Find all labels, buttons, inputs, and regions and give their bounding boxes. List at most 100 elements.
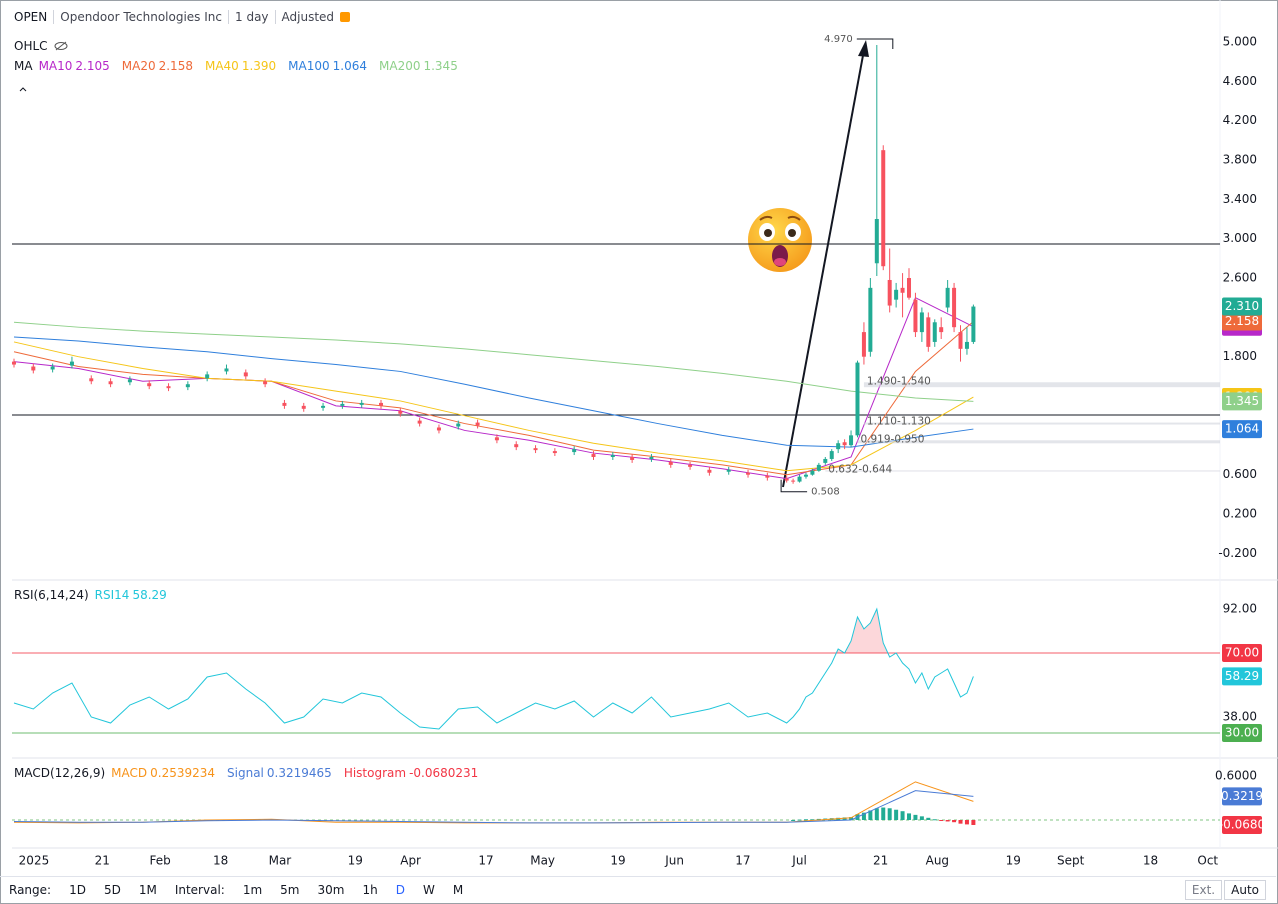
candle-body (321, 405, 326, 408)
high-marker (856, 38, 894, 49)
symbol: OPEN (14, 10, 48, 24)
candle-body (823, 458, 828, 463)
range-button[interactable]: 1D (69, 883, 86, 897)
candle-body (926, 317, 931, 347)
symbol-header: OPEN Opendoor Technologies Inc 1 day Adj… (14, 10, 351, 24)
interval: 1 day (228, 10, 269, 24)
eye-icon[interactable] (54, 41, 68, 51)
y-tick-label: 1.800 (1223, 349, 1257, 363)
macd-legend-value: 0.3219465 (266, 766, 332, 780)
rsi-level-box-label: 30.00 (1225, 726, 1259, 740)
candle-body (861, 332, 866, 357)
range-button[interactable]: 1M (138, 883, 157, 897)
candle-body (765, 475, 770, 478)
histogram-bar (881, 807, 886, 820)
ma-legend-value: 2.158 (158, 59, 193, 73)
candle-body (89, 378, 94, 382)
candle-body (205, 374, 210, 379)
x-tick-label: Jul (791, 854, 806, 868)
interval-button[interactable]: 1m (242, 883, 263, 897)
collapse-icon[interactable] (19, 87, 27, 92)
y-tick-label: 4.600 (1223, 74, 1257, 88)
candle-body (791, 480, 796, 482)
toolbar: Range: 1D 5D 1M Interval: 1m 5m 30m 1h D W M Ext. Aut… (0, 876, 1276, 903)
candle-body (243, 372, 248, 377)
candle-body (874, 219, 879, 264)
interval-button[interactable]: 30m (317, 883, 345, 897)
histogram-bar (791, 820, 796, 821)
ma-value-box-label: 2.158 (1225, 314, 1259, 328)
interval-button[interactable]: D (395, 883, 405, 897)
candle-body (630, 456, 635, 460)
candle-body (868, 287, 873, 352)
histogram-bar (810, 819, 815, 821)
x-tick-label: Apr (400, 854, 421, 868)
x-tick-label: 18 (213, 854, 228, 868)
gap-label: 0.632-0.644 (828, 463, 892, 475)
gap-label: 0.919-0.950 (860, 433, 924, 445)
y-tick-label: 5.000 (1223, 35, 1257, 49)
histogram-bar (894, 809, 899, 820)
candle-body (784, 478, 789, 481)
gap-band (863, 422, 1220, 425)
interval-label: Interval: (174, 883, 225, 897)
x-tick-label: 19 (348, 854, 363, 868)
toggle-button[interactable]: Ext. (1184, 880, 1223, 900)
interval-button[interactable]: 1h (362, 883, 378, 897)
ma-legend-value: 2.105 (75, 59, 110, 73)
candle-body (952, 287, 957, 328)
macd-legend: MACD(12,26,9) MACD 0.2539234 Signal 0.32194… (14, 766, 478, 780)
candle-body (810, 470, 815, 475)
candle-body (688, 464, 693, 467)
candle-body (887, 279, 892, 306)
candle-body (263, 381, 268, 385)
histogram-bar (816, 818, 821, 820)
ma-legend-name: MA20 (121, 59, 156, 73)
candle-body (359, 402, 364, 405)
candle-body (894, 289, 899, 300)
histogram-legend-value: -0.0680231 (409, 766, 479, 780)
ma-legend-value: 1.390 (241, 59, 277, 73)
rsi-line (13, 607, 974, 730)
macd-title: MACD(12,26,9) (14, 766, 106, 780)
ma-line (13, 321, 974, 402)
interval-button[interactable]: M (452, 883, 464, 897)
histogram-bar (907, 813, 912, 820)
toggle-button[interactable]: Auto (1224, 880, 1266, 900)
candle-body (958, 332, 963, 349)
candle-body (108, 381, 113, 385)
x-tick-label: 19 (610, 854, 625, 868)
settings-icon[interactable] (340, 12, 351, 22)
histogram-bar (849, 817, 854, 820)
x-tick-label: 2025 (19, 854, 50, 868)
candle-body (50, 366, 55, 370)
y-tick-label: -0.200 (1218, 546, 1257, 560)
histogram-bar (868, 810, 873, 820)
range-button[interactable]: 5D (103, 883, 121, 897)
candle-body (932, 322, 937, 342)
histogram-bar (971, 820, 976, 825)
x-tick-label: Feb (150, 854, 171, 868)
company-name: Opendoor Technologies Inc (53, 10, 222, 24)
histogram-legend-name: Histogram (343, 766, 407, 780)
candle-body (591, 454, 596, 457)
histogram-bar (952, 820, 957, 823)
histogram-bar (932, 819, 937, 821)
candle-body (803, 474, 808, 477)
candle-body (282, 402, 287, 406)
candle-body (855, 362, 860, 436)
y-tick-label: 3.000 (1223, 231, 1257, 245)
x-tick-label: Sept (1057, 854, 1085, 868)
rsi-level-box-label: 70.00 (1225, 646, 1259, 660)
ohlc-legend: OHLC (14, 39, 68, 53)
histogram-bar (926, 817, 931, 820)
y-tick-label: 0.200 (1223, 507, 1257, 521)
x-tick-label: May (530, 854, 555, 868)
gap-label: 1.490-1.540 (867, 375, 931, 387)
interval-button[interactable]: 5m (280, 883, 300, 897)
interval-button[interactable]: W (422, 883, 435, 897)
histogram-bar (874, 808, 879, 820)
candle-body (849, 435, 854, 446)
candle-body (127, 379, 132, 383)
candle-body (913, 299, 918, 333)
